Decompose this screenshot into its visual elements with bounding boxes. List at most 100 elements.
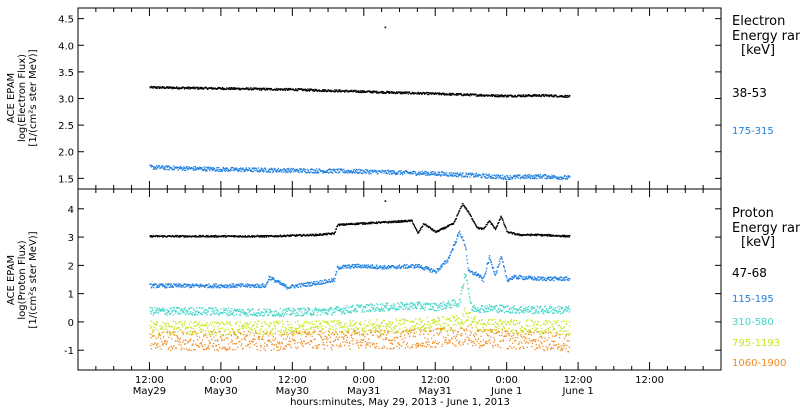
data-point [283, 315, 285, 317]
data-point [555, 278, 557, 280]
data-point [497, 174, 499, 176]
data-point [380, 222, 382, 224]
data-point [351, 305, 353, 307]
data-point [328, 309, 330, 311]
data-point [439, 174, 441, 176]
data-point [392, 169, 394, 172]
data-point [565, 308, 567, 310]
data-point [293, 333, 295, 336]
data-point [255, 325, 258, 327]
data-point [162, 327, 164, 329]
data-point [191, 87, 193, 89]
data-point [310, 313, 312, 315]
data-point [540, 310, 542, 313]
data-point [554, 307, 556, 309]
data-point [222, 88, 224, 91]
data-point [375, 264, 378, 266]
data-point [226, 321, 228, 323]
data-point [332, 169, 334, 171]
data-point [154, 283, 156, 285]
data-point [434, 303, 436, 305]
data-point [208, 283, 210, 285]
data-point [478, 173, 480, 175]
data-point [267, 281, 269, 283]
data-point [466, 259, 468, 261]
data-point [404, 305, 406, 307]
data-point [568, 96, 570, 98]
data-point [492, 266, 494, 269]
data-point [550, 235, 552, 237]
data-point [338, 168, 340, 170]
data-point [221, 327, 224, 329]
data-point [158, 87, 161, 90]
data-point [480, 176, 483, 178]
data-point [336, 320, 338, 322]
data-point [505, 226, 507, 229]
data-point [202, 324, 204, 326]
data-point [470, 93, 472, 95]
data-point [516, 277, 518, 279]
data-point [359, 264, 361, 266]
data-point [179, 167, 181, 170]
data-point [389, 309, 391, 311]
data-point [180, 312, 182, 315]
data-point [258, 320, 260, 322]
data-point [229, 313, 231, 316]
data-point [209, 322, 211, 324]
data-point [407, 220, 409, 222]
data-point [368, 304, 370, 307]
data-point [387, 169, 389, 171]
data-point [275, 320, 277, 322]
data-point [165, 324, 168, 327]
data-point [266, 331, 268, 333]
data-point [198, 284, 200, 287]
data-point [277, 320, 280, 323]
data-point [545, 309, 547, 311]
data-point [483, 173, 485, 175]
data-point [516, 176, 519, 178]
data-point [389, 221, 392, 223]
data-point [261, 325, 263, 328]
data-point [501, 96, 504, 98]
data-point [305, 311, 307, 314]
data-point [360, 306, 362, 308]
data-point [226, 169, 228, 172]
data-point [333, 308, 336, 310]
data-point [217, 236, 219, 238]
data-point [340, 169, 342, 171]
data-point [535, 279, 537, 281]
data-point [262, 325, 264, 327]
data-point [191, 166, 193, 169]
data-point [547, 276, 549, 279]
data-point [337, 90, 339, 93]
data-point [222, 235, 224, 237]
data-point [337, 265, 339, 267]
data-point [443, 307, 445, 309]
data-point [167, 322, 169, 325]
data-point [546, 278, 549, 280]
data-point [560, 279, 563, 281]
data-point [279, 234, 281, 236]
data-point [390, 172, 392, 174]
data-point [304, 282, 307, 285]
data-point [153, 326, 155, 328]
data-point [408, 219, 410, 221]
data-point [559, 178, 561, 181]
data-point [168, 165, 170, 167]
data-point [292, 167, 295, 170]
data-point [565, 96, 567, 98]
data-point [383, 172, 385, 174]
data-point [178, 327, 180, 329]
data-point [163, 310, 165, 313]
data-point [149, 310, 152, 312]
data-point [289, 170, 291, 172]
data-point [392, 170, 394, 173]
data-point [450, 175, 452, 177]
data-point [532, 278, 534, 280]
data-point [300, 168, 302, 170]
data-point [445, 260, 447, 262]
data-point [475, 225, 478, 227]
data-point [245, 283, 247, 285]
data-point [416, 230, 418, 232]
